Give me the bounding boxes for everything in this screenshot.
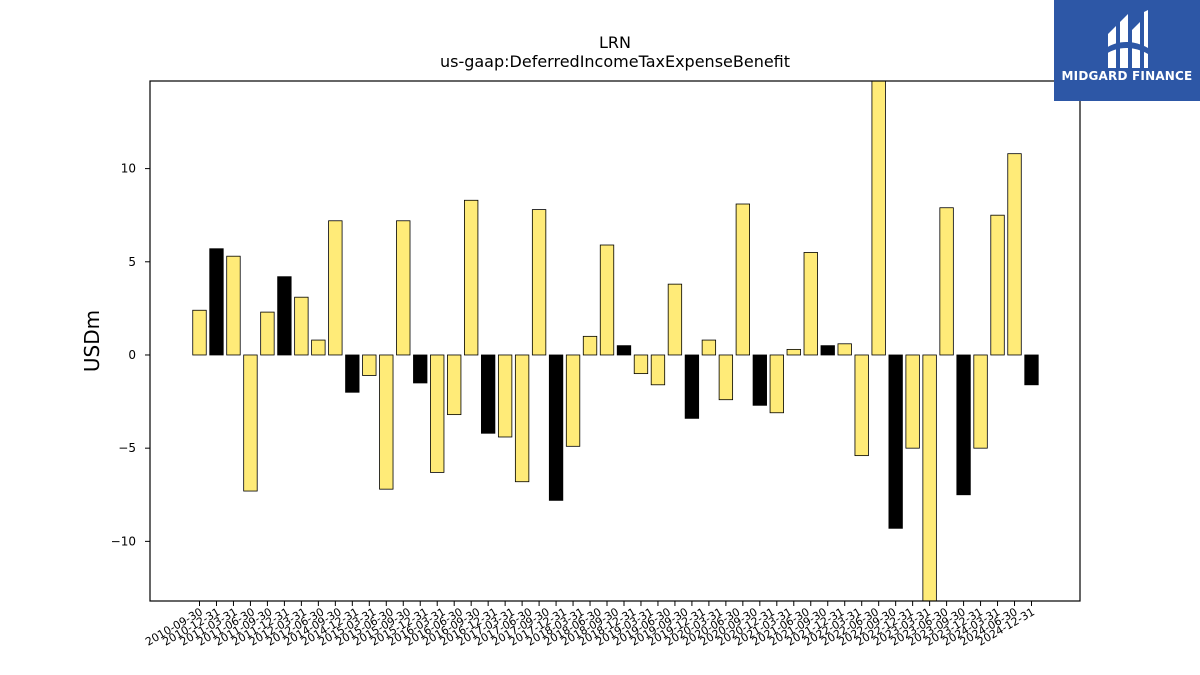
bar (192, 309, 207, 356)
bar (464, 199, 479, 356)
bar (277, 276, 292, 356)
bar (650, 354, 666, 386)
y-axis: −10 −5 0 5 10 (111, 162, 150, 548)
bar (447, 354, 462, 416)
bar (905, 354, 920, 449)
y-tick-label: 0 (128, 348, 136, 362)
bar (226, 255, 241, 356)
bar (990, 214, 1005, 356)
bar (514, 354, 530, 483)
bars-group (192, 80, 1039, 602)
bar (260, 311, 275, 356)
bar (328, 220, 343, 356)
bar (956, 354, 971, 496)
bar (939, 207, 954, 356)
chart-titles: LRN us-gaap:DeferredIncomeTaxExpenseBene… (150, 33, 1080, 72)
bar (294, 296, 309, 356)
bar (362, 354, 377, 376)
bar (701, 339, 717, 356)
bar (311, 339, 326, 356)
bar (1024, 354, 1039, 386)
bar (582, 335, 598, 356)
bar (565, 354, 581, 447)
bar (820, 345, 835, 356)
bar (752, 354, 767, 406)
bar (1007, 153, 1022, 356)
midgard-finance-logo: MIDGARD FINANCE (1054, 0, 1200, 101)
bar (667, 283, 683, 356)
bar (531, 209, 547, 356)
bar (209, 248, 224, 356)
chart-title: LRN (599, 33, 631, 52)
y-tick-label: 10 (121, 162, 136, 176)
bar (413, 354, 428, 384)
bar (871, 80, 886, 356)
y-tick-label: 5 (128, 255, 136, 269)
bar (379, 354, 394, 490)
plot-frame (149, 80, 1081, 602)
bar (922, 354, 937, 602)
bar (599, 244, 615, 356)
bar (854, 354, 869, 457)
bar (633, 354, 649, 375)
logo-text: MIDGARD FINANCE (1061, 69, 1193, 83)
y-tick-label: −10 (111, 534, 136, 548)
bar (616, 345, 632, 356)
bar (735, 203, 750, 356)
logo-mark-icon (1106, 10, 1148, 68)
bar (803, 252, 818, 356)
bar (718, 354, 734, 401)
x-axis: 2010-09-302010-12-312011-03-312011-06-30… (143, 601, 1037, 649)
bar (243, 354, 258, 492)
bar (837, 343, 852, 356)
bar (769, 354, 784, 414)
bar (497, 354, 513, 438)
bar (480, 354, 496, 434)
bar (786, 348, 801, 356)
y-axis-label: USDm (80, 310, 104, 372)
chart-subtitle: us-gaap:DeferredIncomeTaxExpenseBenefit (439, 52, 791, 71)
bar (396, 220, 411, 356)
bar (684, 354, 700, 419)
bar (973, 354, 988, 449)
y-tick-label: −5 (118, 441, 136, 455)
bar (888, 354, 903, 529)
bar (548, 354, 564, 501)
bar (345, 354, 360, 393)
bar (430, 354, 445, 473)
